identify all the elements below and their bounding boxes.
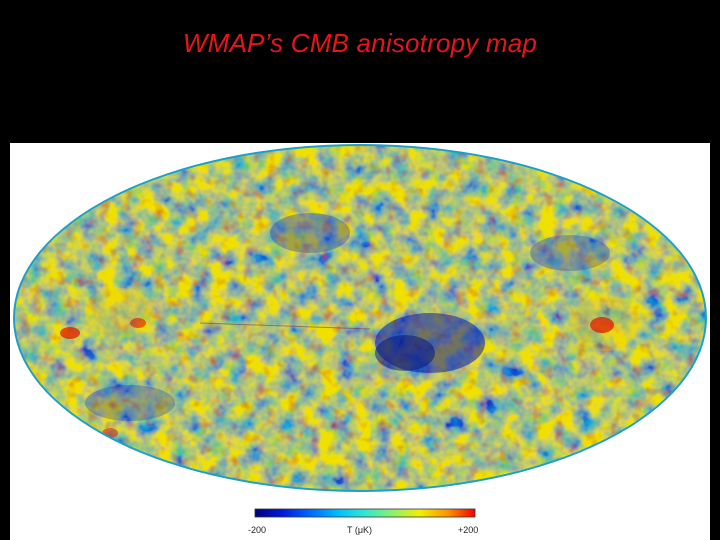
colorbar-min-label: -200 (248, 525, 267, 535)
colorbar-unit-label: T (μK) (347, 525, 373, 535)
slide-title: WMAP’s CMB anisotropy map (182, 28, 538, 58)
cmb-temperature-field (15, 146, 705, 490)
temperature-colorbar (254, 508, 476, 518)
map-panel: -200 T (μK) +200 (10, 143, 710, 540)
colorbar-max-label: +200 (458, 525, 479, 535)
cmb-sky-map (13, 144, 707, 518)
